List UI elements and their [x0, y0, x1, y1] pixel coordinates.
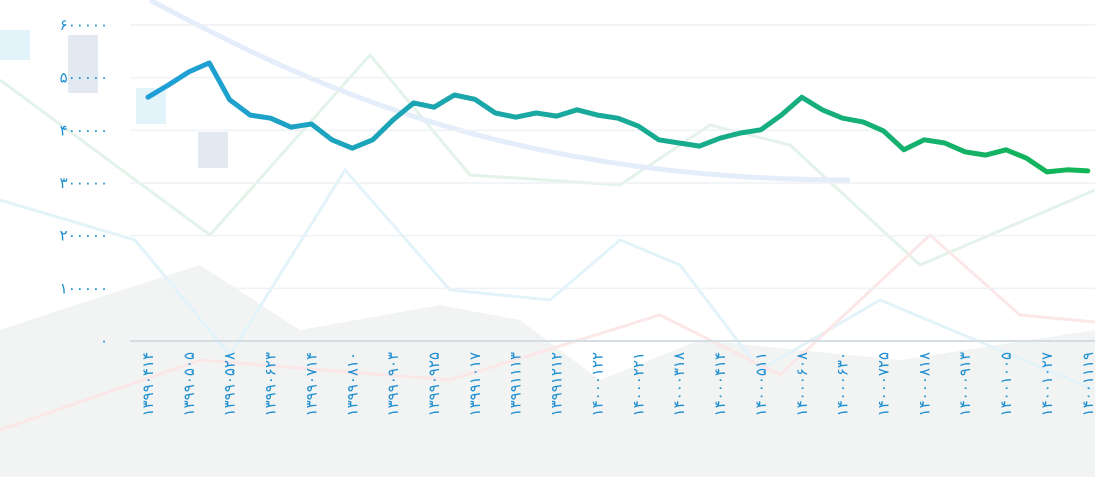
x-tick-label: ۱۳۹۹۱۱۱۳: [507, 352, 525, 416]
y-tick-label: ۴۰۰۰۰۰: [60, 121, 108, 139]
x-tick-label: ۱۴۰۰۰۷۲۵: [874, 352, 892, 416]
y-tick-label: ۵۰۰۰۰۰: [60, 69, 108, 87]
x-tick-label: ۱۴۰۰۱۰۲۷: [1038, 352, 1056, 416]
x-tick-label: ۱۳۹۹۰۶۲۳: [262, 352, 280, 416]
x-tick-label: ۱۳۹۹۰۸۱۰: [343, 352, 361, 416]
x-tick-label: ۱۴۰۰۰۸۱۸: [915, 352, 933, 416]
x-tick-label: ۱۳۹۹۰۷۱۴: [302, 352, 320, 416]
x-tick-label: ۱۴۰۰۱۱۱۹: [1079, 352, 1095, 416]
y-tick-label: ۲۰۰۰۰۰: [60, 227, 108, 245]
x-tick-label: ۱۴۰۰۰۶۳۰: [834, 352, 852, 416]
x-tick-label: ۱۳۹۹۰۹۲۵: [425, 352, 443, 416]
x-tick-label: ۱۴۰۰۰۲۲۱: [629, 352, 647, 416]
x-tick-label: ۱۴۰۰۰۵۱۱: [752, 352, 770, 416]
x-tick-label: ۱۴۰۰۰۹۱۳: [956, 352, 974, 416]
y-tick-label: ۱۰۰۰۰۰: [60, 279, 108, 297]
chart: ۰ ۱۰۰۰۰۰ ۲۰۰۰۰۰ ۳۰۰۰۰۰ ۴۰۰۰۰۰ ۵۰۰۰۰۰ ۶۰۰۰۰۰ ۱۳۹…: [0, 0, 1095, 477]
y-tick-label: ۰: [100, 332, 108, 350]
x-tick-label: ۱۳۹۹۱۰۱۷: [466, 352, 484, 416]
x-tick-label: ۱۳۹۹۰۵۰۵: [180, 352, 198, 416]
x-tick-label: ۱۴۰۰۰۱۲۲: [588, 352, 606, 416]
x-tick-label: ۱۴۰۰۰۳۱۸: [670, 352, 688, 416]
x-tick-label: ۱۳۹۹۱۲۱۲: [548, 352, 566, 416]
x-tick-label: ۱۳۹۹۰۴۱۴: [139, 352, 157, 416]
y-tick-label: ۶۰۰۰۰۰: [60, 16, 108, 34]
x-tick-label: ۱۴۰۰۱۰۰۵: [997, 352, 1015, 416]
data-line: [148, 63, 1088, 172]
x-tick-label: ۱۴۰۰۰۶۰۸: [793, 352, 811, 416]
y-tick-label: ۳۰۰۰۰۰: [60, 174, 108, 192]
x-tick-label: ۱۳۹۹۰۵۲۸: [221, 352, 239, 416]
x-tick-label: ۱۳۹۹۰۹۰۳: [384, 352, 402, 416]
page: ۰ ۱۰۰۰۰۰ ۲۰۰۰۰۰ ۳۰۰۰۰۰ ۴۰۰۰۰۰ ۵۰۰۰۰۰ ۶۰۰۰۰۰ ۱۳۹…: [0, 0, 1095, 477]
x-tick-label: ۱۴۰۰۰۴۱۴: [711, 352, 729, 416]
